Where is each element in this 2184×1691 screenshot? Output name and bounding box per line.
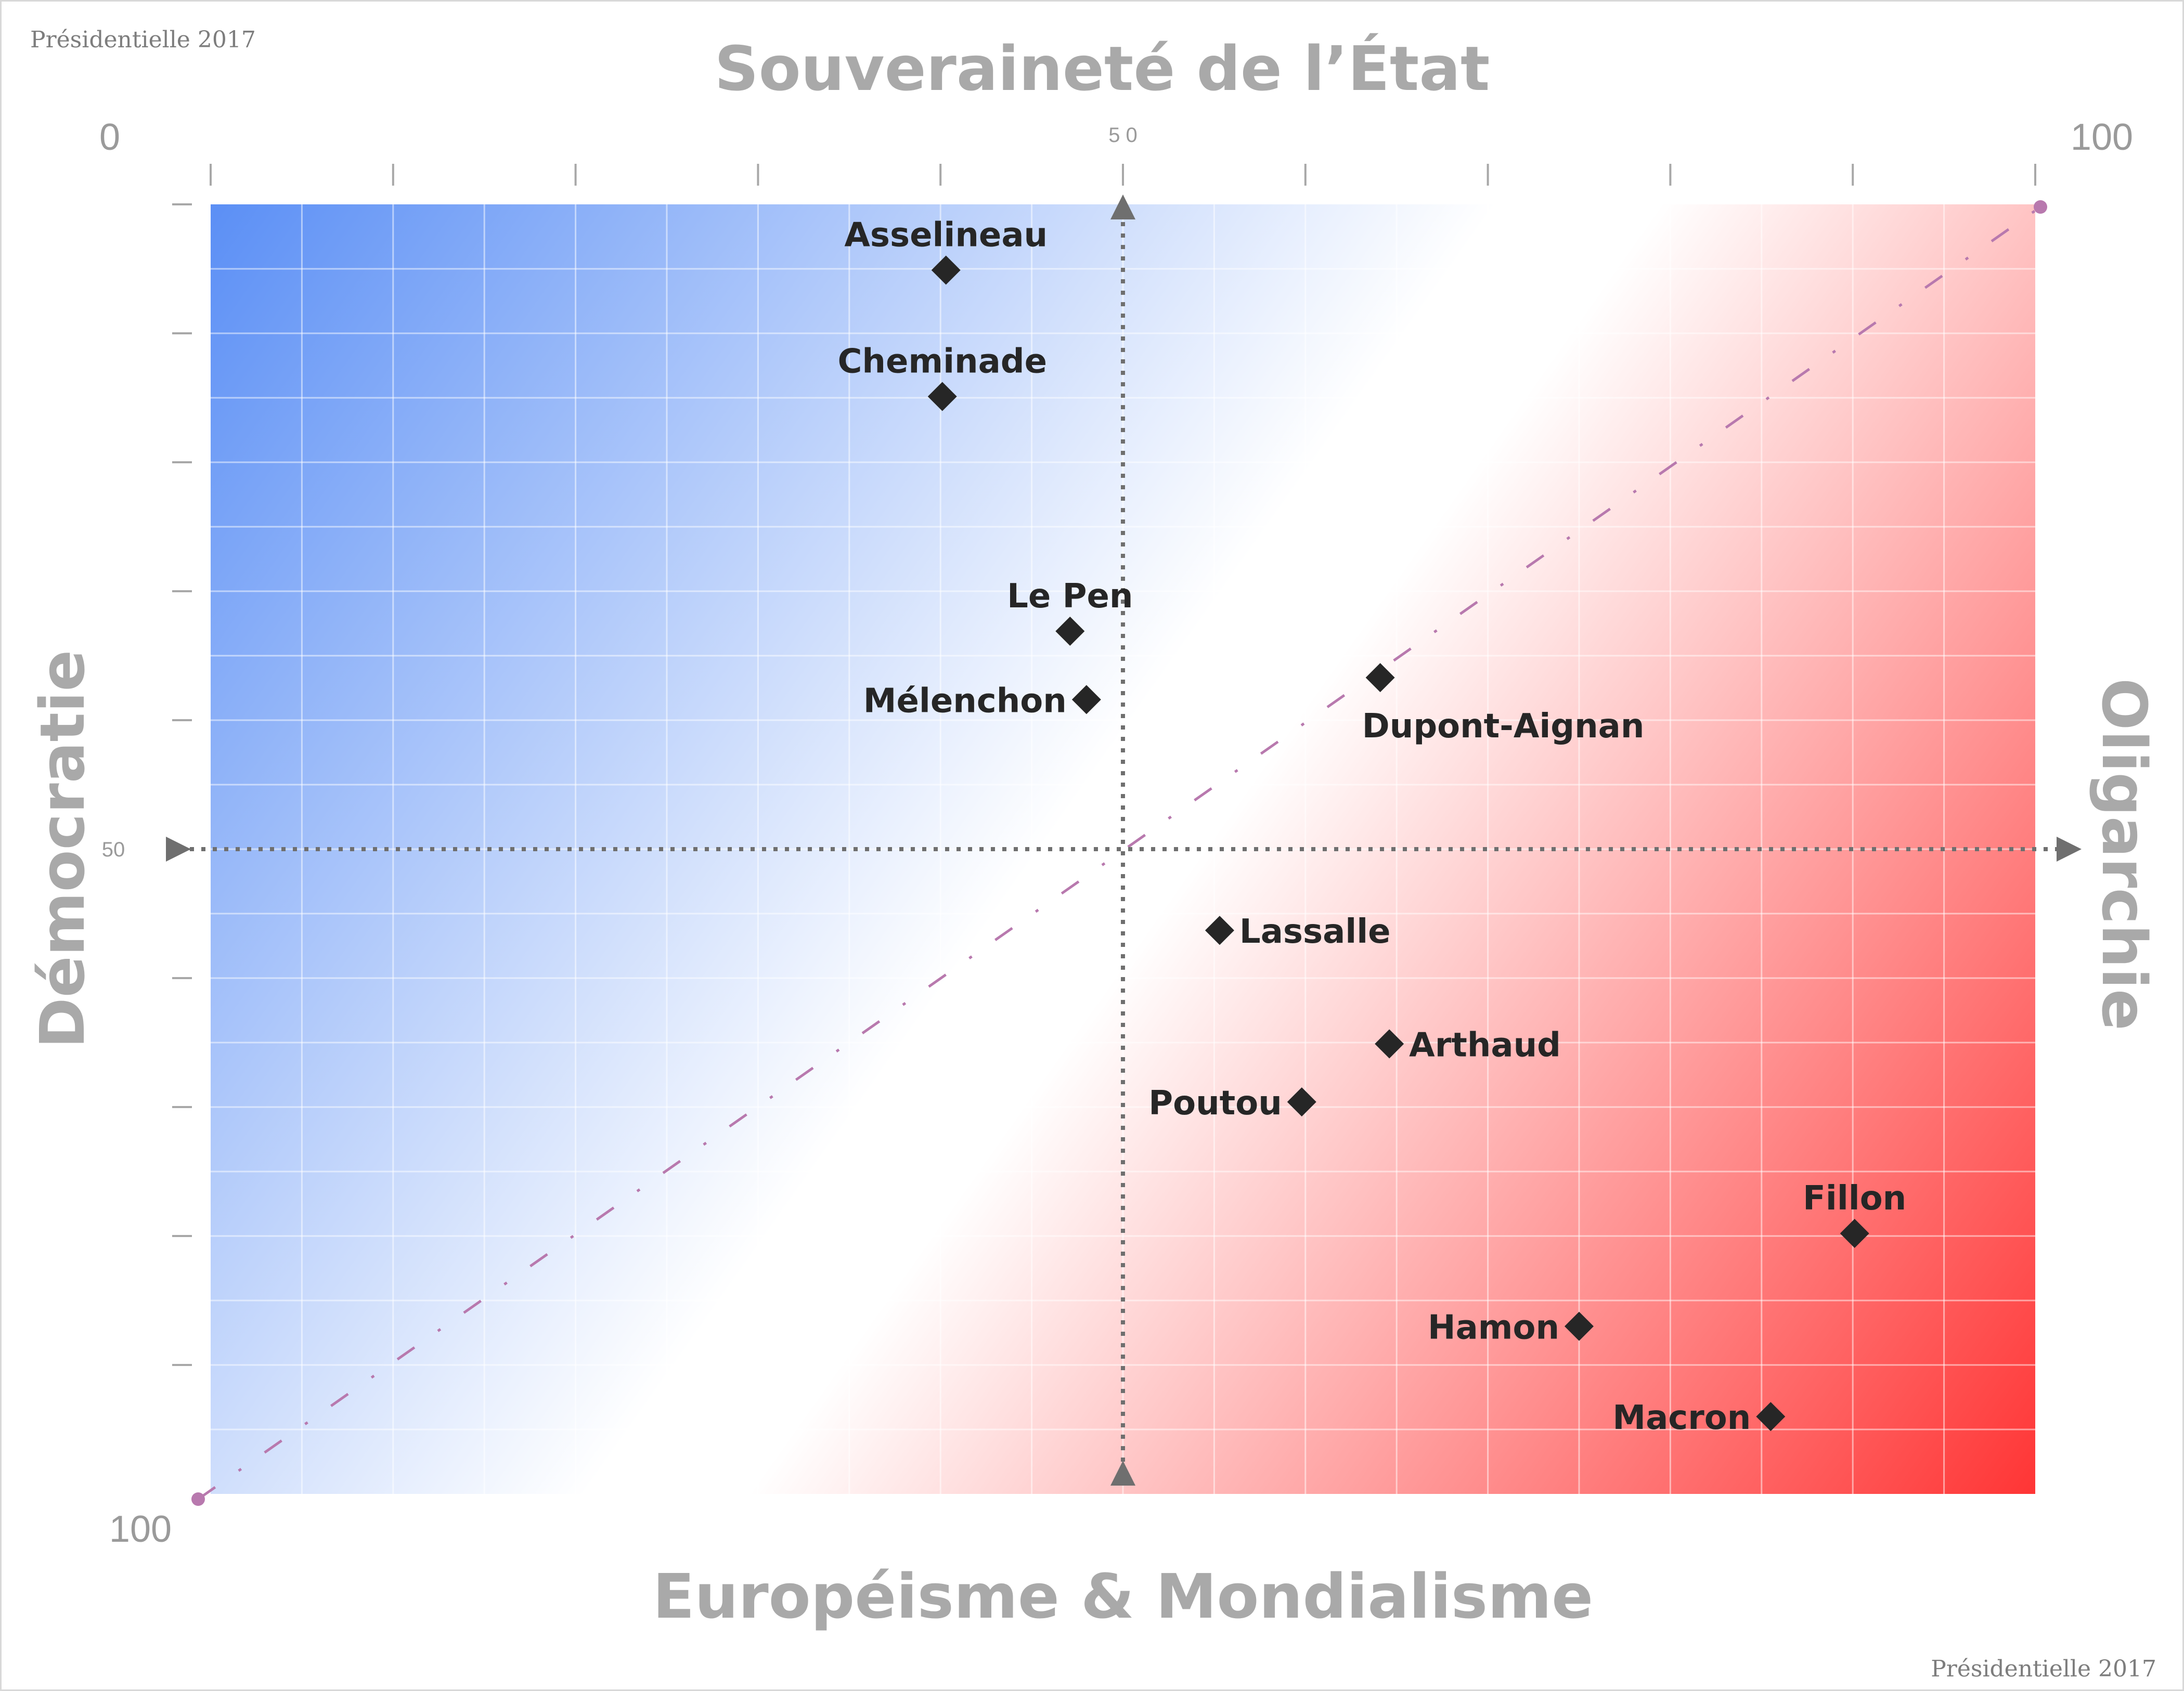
bottom-axis-title: Européisme & Mondialisme (653, 1560, 1593, 1632)
right-axis-title: Oligarchie (2088, 678, 2160, 1031)
diagonal-endpoint (2034, 200, 2047, 214)
data-point-label: Le Pen (1007, 577, 1133, 616)
top-axis-title: Souveraineté de l’État (715, 33, 1490, 105)
data-point-marker (927, 382, 957, 411)
x-tick-label: 0 (99, 116, 120, 158)
diagonal-line (197, 205, 2041, 1501)
data-point-marker (1205, 916, 1234, 945)
data-point-label: Mélenchon (863, 682, 1067, 720)
y-tick-label: 100 (109, 1508, 172, 1550)
data-point-marker (1071, 685, 1101, 714)
data-point-label: Poutou (1148, 1084, 1282, 1123)
data-point-label: Fillon (1803, 1179, 1906, 1218)
data-point-marker (1565, 1311, 1594, 1341)
data-point-marker (1365, 663, 1395, 693)
footer-note: Présidentielle 2017 (1931, 1656, 2156, 1682)
y-tick-label: 50 (102, 838, 125, 861)
data-point-marker (1375, 1029, 1404, 1059)
x-tick-label: 5 0 (1108, 124, 1138, 147)
axis-titles: Souveraineté de l’État Européisme & Mondi… (27, 33, 2160, 1632)
data-point-marker (931, 255, 961, 285)
data-point-label: Arthaud (1409, 1026, 1561, 1064)
axes (166, 194, 2082, 1506)
header-note: Présidentielle 2017 (30, 27, 256, 53)
data-point-label: Lassalle (1239, 913, 1391, 951)
data-point-label: Asselineau (844, 216, 1048, 254)
diagonal-endpoint (191, 1492, 205, 1506)
data-point-label: Hamon (1428, 1309, 1559, 1347)
left-axis-title: Démocratie (27, 650, 98, 1049)
data-point-marker (1287, 1087, 1316, 1117)
data-point-label: Cheminade (837, 343, 1047, 381)
data-point-marker (1756, 1402, 1786, 1432)
data-point-label: Dupont-Aignan (1362, 707, 1645, 746)
data-point-marker (1840, 1219, 1869, 1248)
data-point-label: Macron (1612, 1399, 1751, 1437)
x-tick-label: 100 (2071, 116, 2133, 158)
data-point-marker (1055, 616, 1085, 646)
data-points: Asselineau Cheminade Le Pen Mélenchon Dupont… (837, 216, 1906, 1437)
